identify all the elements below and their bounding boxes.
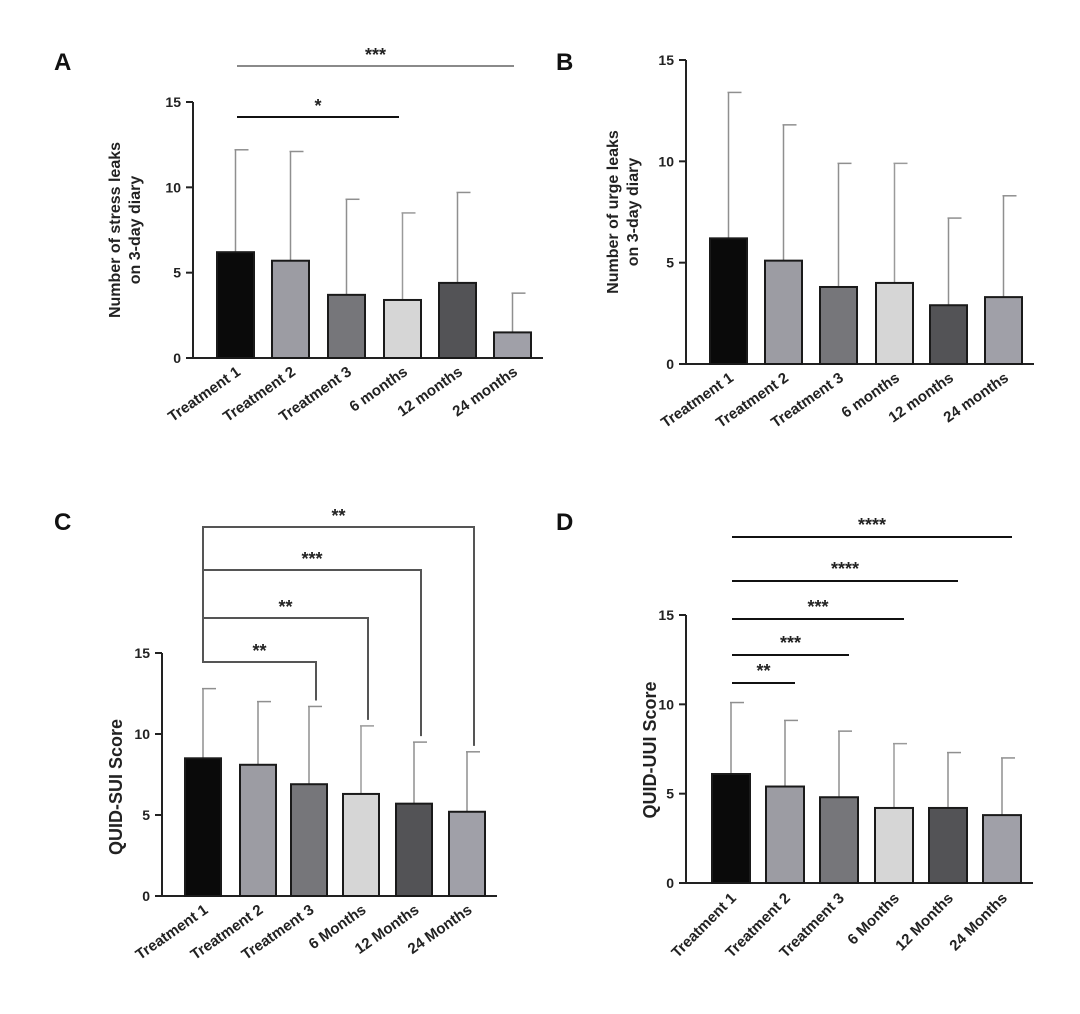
panel-b-y-tick-label: 0 bbox=[666, 356, 674, 372]
panel-a-y-tick-label: 15 bbox=[165, 94, 181, 110]
panel-a-y-tick-label: 5 bbox=[173, 265, 181, 281]
panel-d-bar bbox=[928, 806, 968, 885]
panel-c-significance-bracket bbox=[202, 661, 317, 701]
panel-b-bar bbox=[929, 304, 968, 365]
panel-c-y-tick-label: 10 bbox=[134, 726, 150, 742]
panel-c-significance-stars: ** bbox=[331, 506, 345, 526]
panel-a-bar bbox=[327, 293, 366, 359]
panel-a-significance-stars: * bbox=[314, 96, 321, 116]
panel-b-bar bbox=[875, 281, 914, 365]
panel-c-y-tick-label: 5 bbox=[142, 807, 150, 823]
panel-a-y-tick-label: 0 bbox=[173, 350, 181, 366]
panel-c-significance-stars: *** bbox=[301, 549, 322, 569]
panel-d-category-label: 24 Months bbox=[946, 890, 1010, 954]
panel-c-bar bbox=[395, 802, 433, 897]
panel-c-y-axis-title: QUID-SUI Score bbox=[106, 719, 126, 855]
panel-c-significance-stars: ** bbox=[278, 597, 292, 617]
panel-d-label: D bbox=[556, 509, 573, 536]
panel-c-bar bbox=[184, 757, 222, 897]
panel-d-y-axis-title: QUID-UUI Score bbox=[640, 681, 660, 818]
panel-c-significance-bracket bbox=[202, 569, 422, 737]
panel-c-significance-bracket bbox=[202, 617, 369, 720]
panel-c-bar bbox=[239, 763, 277, 898]
panel-c-y-tick-label: 0 bbox=[142, 888, 150, 904]
panel-a-label: A bbox=[54, 49, 71, 76]
panel-b-y-tick-label: 5 bbox=[666, 255, 674, 271]
panel-c-bar bbox=[448, 810, 486, 898]
panel-a-bar bbox=[383, 298, 422, 359]
panel-d-bar bbox=[874, 806, 914, 885]
panel-d-significance-stars: *** bbox=[780, 633, 801, 653]
panel-d-bar bbox=[982, 814, 1022, 885]
panel-b-y-axis-title: Number of urge leaks bbox=[605, 130, 622, 294]
panel-a-y-tick-label: 10 bbox=[165, 179, 181, 195]
panel-d-bar bbox=[765, 785, 805, 885]
panel-a-bar bbox=[493, 331, 532, 359]
panel-d-y-tick-label: 0 bbox=[666, 875, 674, 891]
panel-a-y-axis-title: on 3-day diary bbox=[127, 176, 144, 285]
panel-d-significance-stars: **** bbox=[858, 515, 886, 535]
panel-b-y-axis-title: on 3-day diary bbox=[625, 158, 642, 267]
panel-b-bar bbox=[764, 259, 803, 366]
panel-a-y-axis-title: Number of stress leaks bbox=[107, 142, 124, 318]
panel-b-bar bbox=[709, 237, 748, 365]
panel-a-bar bbox=[216, 251, 255, 359]
panel-b-y-tick-label: 10 bbox=[658, 153, 674, 169]
panel-d-significance-stars: ** bbox=[756, 661, 770, 681]
panel-d-bar bbox=[711, 773, 751, 884]
panel-b-bar bbox=[984, 296, 1023, 365]
panel-b-bar bbox=[819, 285, 858, 365]
panel-d-bar bbox=[819, 796, 859, 884]
panel-c-bar bbox=[290, 783, 328, 897]
panel-b-y-tick-label: 15 bbox=[658, 52, 674, 68]
panel-c-bar bbox=[342, 792, 380, 897]
panel-a-bar bbox=[271, 259, 310, 359]
panel-d-category-label: 12 Months bbox=[892, 890, 956, 954]
panel-a-bar bbox=[438, 281, 477, 360]
panel-c-significance-stars: ** bbox=[252, 641, 266, 661]
panel-d-y-tick-label: 5 bbox=[666, 786, 674, 802]
panel-d-y-tick-label: 15 bbox=[658, 607, 674, 623]
panel-a-significance-stars: *** bbox=[365, 45, 386, 65]
panel-c-y-tick-label: 15 bbox=[134, 645, 150, 661]
panel-d-significance-stars: **** bbox=[831, 559, 859, 579]
panel-c-significance-bracket bbox=[202, 526, 475, 746]
panel-c-label: C bbox=[54, 509, 71, 536]
panel-b-label: B bbox=[556, 49, 573, 76]
panel-d-significance-stars: *** bbox=[807, 597, 828, 617]
panel-d-y-tick-label: 10 bbox=[658, 696, 674, 712]
